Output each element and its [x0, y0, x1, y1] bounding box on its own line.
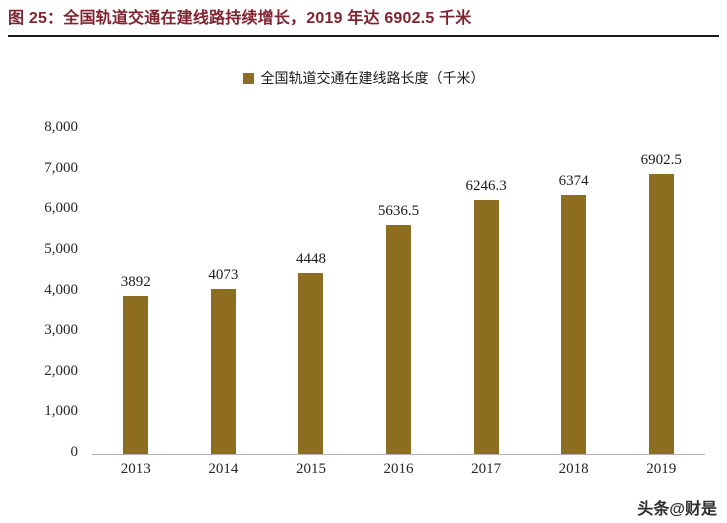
bar-column: 3892 — [92, 274, 180, 454]
bar — [298, 273, 324, 454]
bar-value-label: 4448 — [295, 251, 326, 268]
bar-column: 6246.3 — [442, 178, 530, 454]
bar-value-label: 6902.5 — [640, 151, 682, 168]
report-figure: 图 25：全国轨道交通在建线路持续增长，2019 年达 6902.5 千米 全国… — [0, 10, 727, 518]
y-axis-tick-label: 6,000 — [44, 200, 78, 217]
x-axis-label: 2016 — [383, 461, 414, 477]
title-divider — [8, 35, 719, 37]
y-axis-tick-label: 1,000 — [44, 403, 78, 420]
x-axis-label: 2013 — [120, 461, 151, 477]
bar-value-label: 5636.5 — [377, 203, 420, 220]
watermark: 头条@财是 — [637, 501, 717, 518]
bar-column: 4448 — [267, 251, 355, 454]
bar — [561, 195, 587, 454]
bar — [123, 295, 149, 454]
bar-column: 6902.5 — [617, 152, 705, 454]
y-axis-tick-label: 8,000 — [44, 119, 78, 135]
bar-value-label: 3892 — [120, 273, 151, 290]
bar-value-label: 4073 — [208, 266, 239, 283]
x-axis-label: 2019 — [646, 461, 677, 477]
y-axis-tick-label: 2,000 — [44, 362, 78, 379]
bar-column: 4073 — [180, 267, 268, 454]
x-axis-label: 2017 — [471, 461, 502, 477]
bar-column: 5636.5 — [355, 203, 443, 454]
bar — [648, 173, 674, 454]
bars-container: 3892 4073 4448 5636.5 6246.3 6374 6902.5 — [92, 129, 705, 454]
bar — [210, 288, 236, 454]
x-axis-label: 2014 — [208, 461, 239, 477]
bar-column: 6374 — [530, 173, 618, 454]
y-axis-tick-label: 7,000 — [44, 159, 78, 176]
y-axis-tick-label: 5,000 — [44, 240, 78, 257]
plot-area: 3892 4073 4448 5636.5 6246.3 6374 6902.5 — [92, 129, 705, 455]
y-axis-tick-label: 3,000 — [44, 322, 78, 339]
x-axis-label: 2015 — [295, 461, 326, 477]
y-axis: 8,000 7,000 6,000 5,000 4,000 3,000 2,000 1,000… — [8, 119, 92, 460]
figure-title: 图 25：全国轨道交通在建线路持续增长，2019 年达 6902.5 千米 — [8, 10, 472, 27]
chart-legend: 全国轨道交通在建线路长度（千米） — [0, 69, 727, 87]
legend-label: 全国轨道交通在建线路长度（千米） — [260, 70, 485, 86]
bar-value-label: 6246.3 — [465, 178, 507, 195]
bar — [386, 225, 412, 454]
bar-chart: 8,000 7,000 6,000 5,000 4,000 3,000 2,000 1,000… — [8, 119, 705, 460]
y-axis-tick-label: 0 — [70, 444, 79, 460]
y-axis-tick-label: 4,000 — [44, 281, 78, 298]
legend-swatch-icon — [242, 72, 254, 84]
bar — [473, 200, 499, 454]
x-axis: 2013 2014 2015 2016 2017 2018 2019 — [92, 461, 705, 478]
x-axis-label: 2018 — [558, 461, 589, 477]
bar-value-label: 6374 — [558, 173, 589, 190]
